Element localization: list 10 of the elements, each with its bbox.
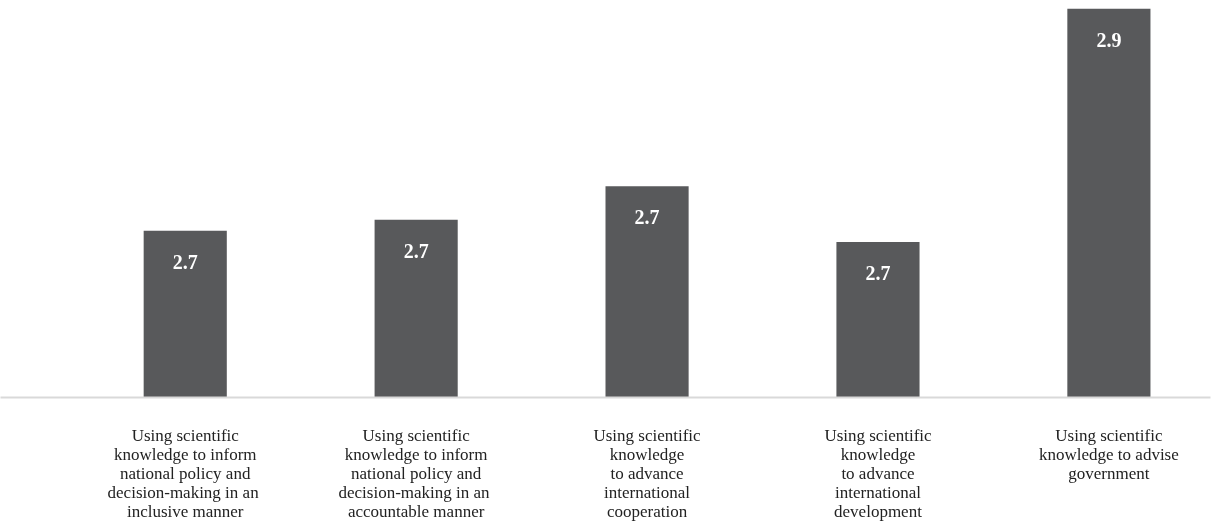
x-tick-label: Using scientific knowledge to advise government: [1039, 425, 1179, 483]
x-tick-label: Using scientific knowledge to advance international cooperation: [593, 425, 702, 521]
x-tick-label: Using scientific knowledge to inform national policy and decision-making in an accountable manner: [338, 425, 491, 521]
data-label: 2.7: [634, 206, 660, 229]
data-label: 2.9: [1096, 28, 1122, 51]
x-tick-label: Using scientific knowledge to inform national policy and decision-making in an inclusive manner: [107, 425, 260, 521]
data-label: 2.7: [403, 239, 429, 262]
data-label: 2.7: [865, 261, 891, 284]
data-label: 2.7: [172, 250, 198, 273]
x-tick-label: Using scientific knowledge to advance international development: [824, 425, 933, 521]
